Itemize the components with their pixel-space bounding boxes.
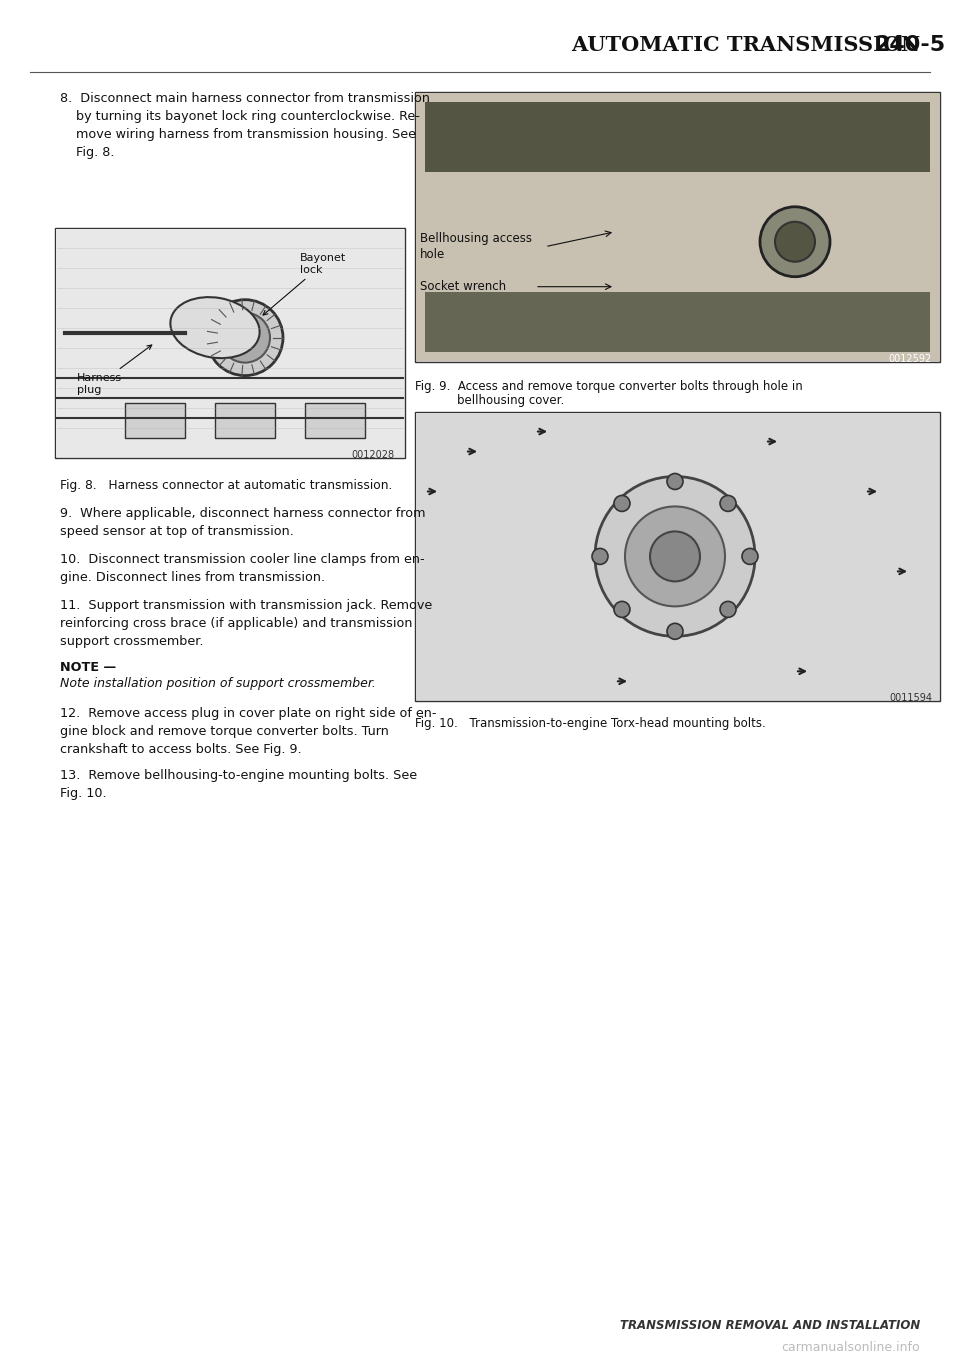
Text: Bellhousing access
hole: Bellhousing access hole <box>420 232 532 262</box>
Bar <box>425 292 930 351</box>
Text: AUTOMATIC TRANSMISSION: AUTOMATIC TRANSMISSION <box>571 35 920 54</box>
Text: Socket wrench: Socket wrench <box>420 280 506 293</box>
Circle shape <box>220 312 270 362</box>
Text: 0012592: 0012592 <box>889 354 932 364</box>
Bar <box>415 92 940 361</box>
Circle shape <box>625 506 725 607</box>
Circle shape <box>614 601 630 617</box>
Text: carmanualsonline.info: carmanualsonline.info <box>781 1341 920 1353</box>
Text: Fig. 9.  Access and remove torque converter bolts through hole in: Fig. 9. Access and remove torque convert… <box>415 380 803 392</box>
Bar <box>415 411 940 702</box>
Text: 13.  Remove bellhousing-to-engine mounting bolts. See
Fig. 10.: 13. Remove bellhousing-to-engine mountin… <box>60 769 418 801</box>
Text: 9.  Where applicable, disconnect harness connector from
speed sensor at top of t: 9. Where applicable, disconnect harness … <box>60 508 425 539</box>
Circle shape <box>742 548 758 565</box>
Text: bellhousing cover.: bellhousing cover. <box>457 394 564 407</box>
Circle shape <box>667 623 683 639</box>
Bar <box>425 102 930 172</box>
Circle shape <box>775 221 815 262</box>
Circle shape <box>720 495 736 512</box>
Bar <box>215 403 275 437</box>
Text: TRANSMISSION REMOVAL AND INSTALLATION: TRANSMISSION REMOVAL AND INSTALLATION <box>620 1319 920 1331</box>
Text: Bayonet
lock: Bayonet lock <box>263 254 347 315</box>
Text: 8.  Disconnect main harness connector from transmission
    by turning its bayon: 8. Disconnect main harness connector fro… <box>60 92 430 159</box>
Text: 10.  Disconnect transmission cooler line clamps from en-
gine. Disconnect lines : 10. Disconnect transmission cooler line … <box>60 554 424 585</box>
Text: Harness
plug: Harness plug <box>77 345 152 395</box>
Circle shape <box>592 548 608 565</box>
Text: Fig. 8.   Harness connector at automatic transmission.: Fig. 8. Harness connector at automatic t… <box>60 479 393 493</box>
Bar <box>416 413 939 700</box>
Circle shape <box>650 532 700 581</box>
Bar <box>416 92 939 361</box>
Text: 12.  Remove access plug in cover plate on right side of en-
gine block and remov: 12. Remove access plug in cover plate on… <box>60 707 437 756</box>
Circle shape <box>667 474 683 490</box>
Text: Note installation position of support crossmember.: Note installation position of support cr… <box>60 677 376 691</box>
Ellipse shape <box>170 297 259 358</box>
Bar <box>125 403 185 437</box>
Text: Fig. 10. Transmission-to-engine Torx-head mounting bolts.: Fig. 10. Transmission-to-engine Torx-hea… <box>415 718 766 730</box>
Text: 11.  Support transmission with transmission jack. Remove
reinforcing cross brace: 11. Support transmission with transmissi… <box>60 600 432 649</box>
Text: 0011594: 0011594 <box>889 693 932 703</box>
Text: 240-5: 240-5 <box>874 35 945 54</box>
Text: 0012028: 0012028 <box>352 449 395 460</box>
Circle shape <box>614 495 630 512</box>
Circle shape <box>595 476 755 636</box>
Bar <box>305 403 365 437</box>
Bar <box>56 229 404 456</box>
Circle shape <box>720 601 736 617</box>
Text: NOTE —: NOTE — <box>60 661 116 674</box>
Bar <box>55 228 405 457</box>
Circle shape <box>760 206 830 277</box>
Circle shape <box>207 300 283 376</box>
